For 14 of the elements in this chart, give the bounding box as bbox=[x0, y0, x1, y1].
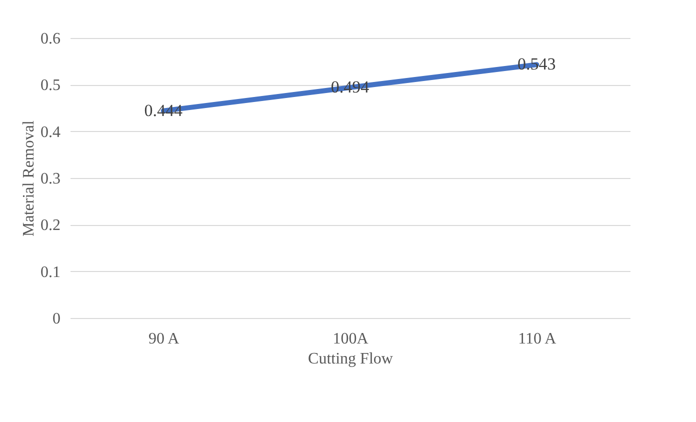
x-tick-label: 90 A bbox=[148, 330, 180, 348]
y-tick-label: 0.1 bbox=[40, 264, 60, 281]
y-tick-label: 0.3 bbox=[40, 170, 60, 188]
x-tick-label: 110 A bbox=[518, 330, 557, 348]
data-label: 0.543 bbox=[518, 54, 556, 74]
data-label: 0.444 bbox=[144, 100, 183, 120]
y-tick-label: 0 bbox=[52, 310, 60, 328]
y-tick-label: 0.2 bbox=[40, 217, 60, 234]
y-tick-label: 0.5 bbox=[40, 77, 60, 94]
y-tick-label: 0.4 bbox=[40, 124, 60, 141]
x-axis-title: Cutting Flow bbox=[308, 350, 394, 368]
x-tick-label: 100A bbox=[332, 330, 369, 348]
y-axis-title: Material Removal bbox=[20, 120, 38, 236]
y-tick-label: 0.6 bbox=[40, 30, 60, 48]
